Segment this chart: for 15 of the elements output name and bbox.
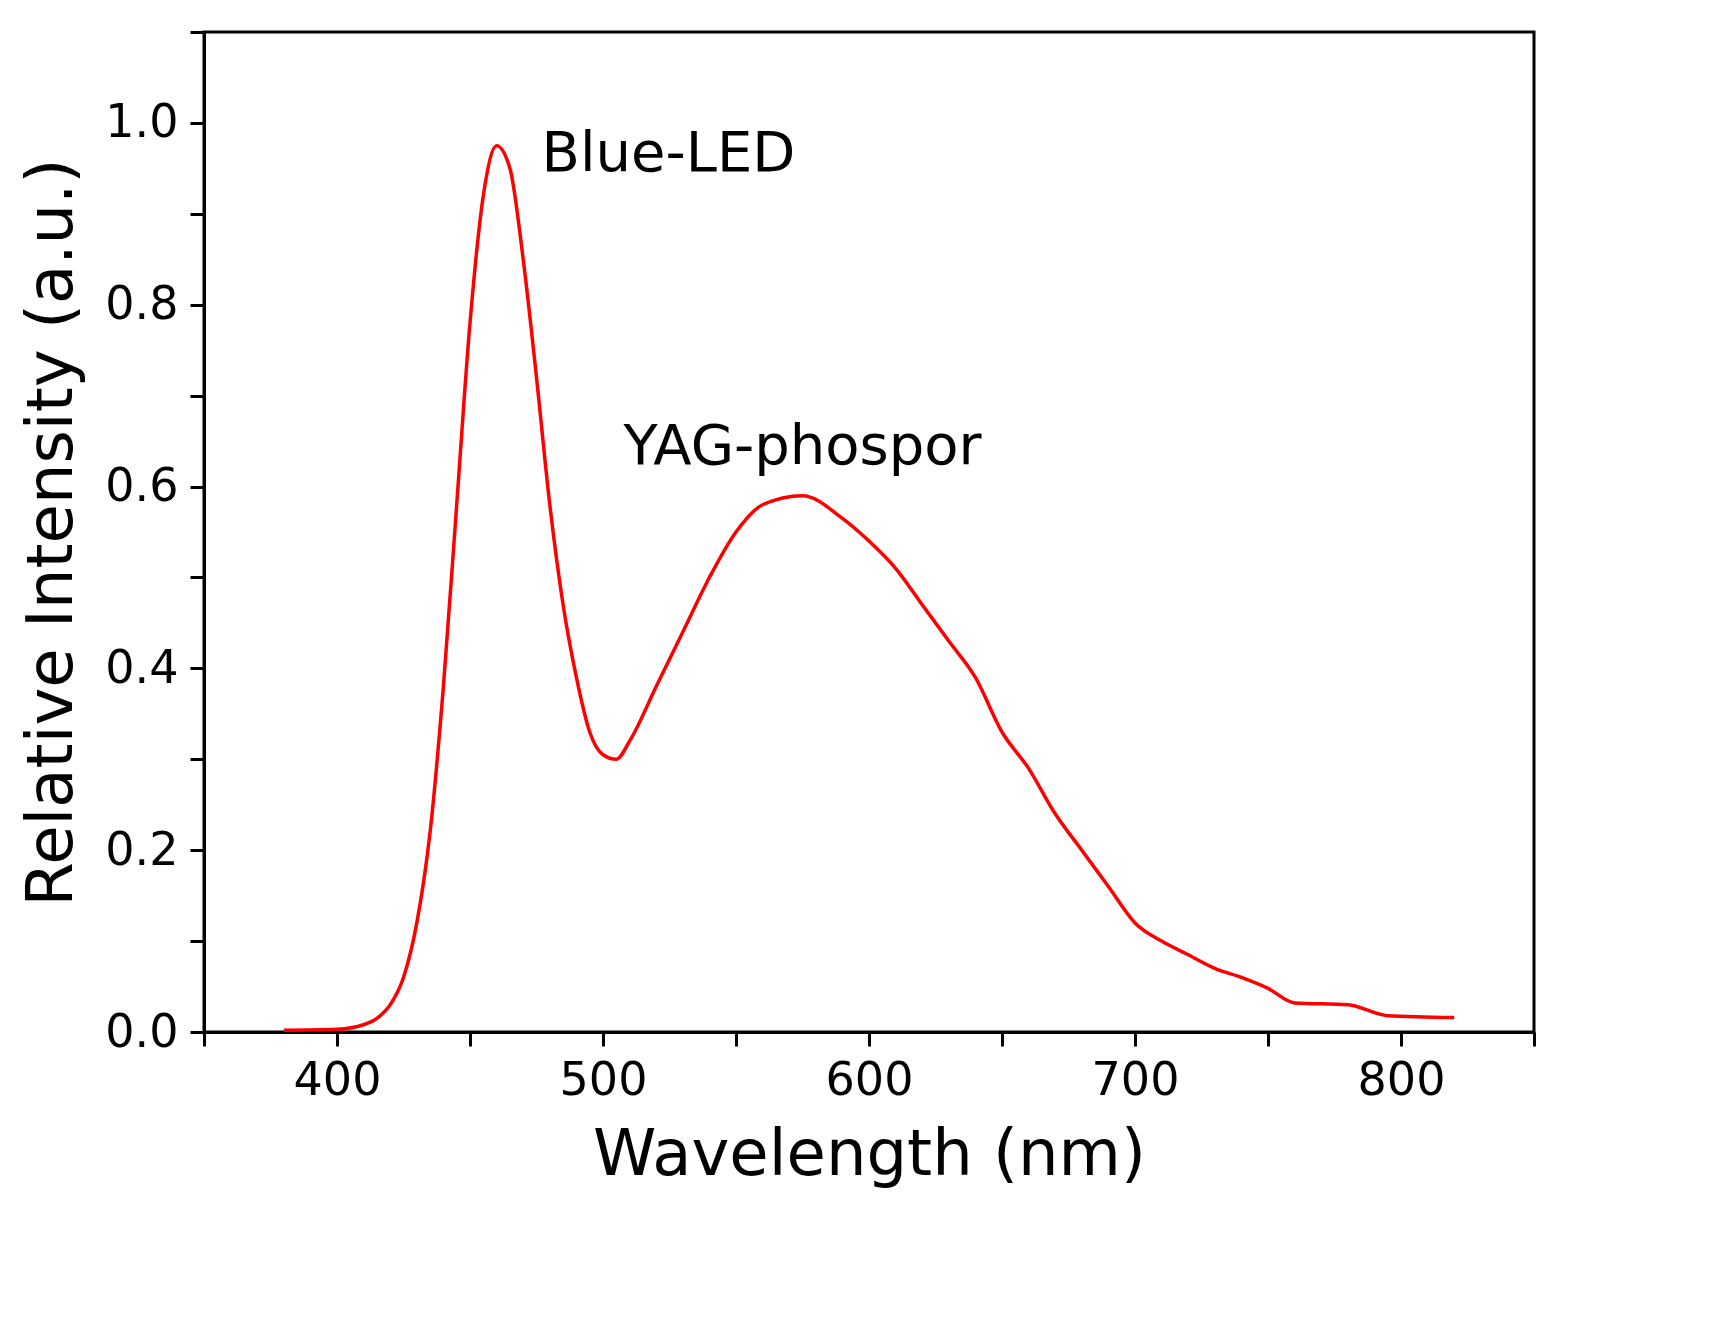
x-tick-label: 400 [293,1051,382,1106]
y-tick-label: 0.4 [105,639,179,694]
annotation: YAG-phospor [622,411,983,477]
annotation: Blue-LED [541,118,796,184]
y-tick-label: 0.6 [105,458,179,513]
x-tick-label: 800 [1357,1051,1446,1106]
y-tick-label: 0.0 [105,1003,179,1058]
x-tick-label: 500 [559,1051,648,1106]
x-tick-label: 600 [825,1051,914,1106]
y-tick-label: 0.2 [105,821,179,876]
x-axis-title: Wavelength (nm) [593,1115,1146,1190]
x-tick-label: 700 [1091,1051,1180,1106]
y-tick-label: 0.8 [105,276,179,331]
y-axis-title: Relative Intensity (a.u.) [13,158,88,907]
y-tick-label: 1.0 [105,94,179,149]
